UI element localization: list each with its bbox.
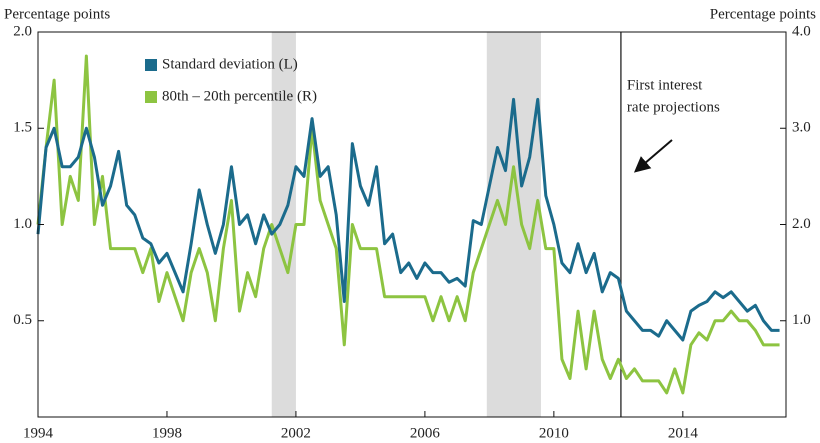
data-line	[36, 97, 780, 342]
legend-label: Standard deviation (L)	[162, 56, 298, 72]
y2-tick-label: 4.0	[792, 23, 811, 39]
annotation: First interest	[627, 77, 703, 93]
y-tick-label: 1.5	[13, 120, 32, 136]
y-axis-label: Percentage points	[4, 6, 110, 22]
x-tick-label: 1998	[152, 425, 182, 441]
x-tick-label: 2002	[281, 425, 311, 441]
y2-tick-label: 3.0	[792, 120, 811, 136]
y2-axis-label: Percentage points	[710, 6, 816, 22]
recession-shade	[271, 32, 296, 417]
x-tick-label: 2010	[539, 425, 569, 441]
recession-shade	[486, 32, 541, 417]
annotation-arrow	[633, 139, 673, 173]
legend-swatch	[145, 59, 157, 71]
y-tick-label: 0.5	[13, 312, 32, 328]
data-line	[36, 54, 780, 395]
y-tick-label: 2.0	[13, 23, 32, 39]
y-tick-label: 1.0	[13, 216, 32, 232]
annotation: rate projections	[627, 99, 720, 115]
legend-swatch	[145, 91, 157, 103]
legend-label: 80th – 20th percentile (R)	[162, 88, 317, 104]
x-tick-label: 1994	[23, 425, 54, 441]
y2-tick-label: 2.0	[792, 216, 811, 232]
x-tick-label: 2006	[410, 425, 441, 441]
y2-tick-label: 1.0	[792, 312, 811, 328]
x-tick-label: 2014	[668, 425, 699, 441]
